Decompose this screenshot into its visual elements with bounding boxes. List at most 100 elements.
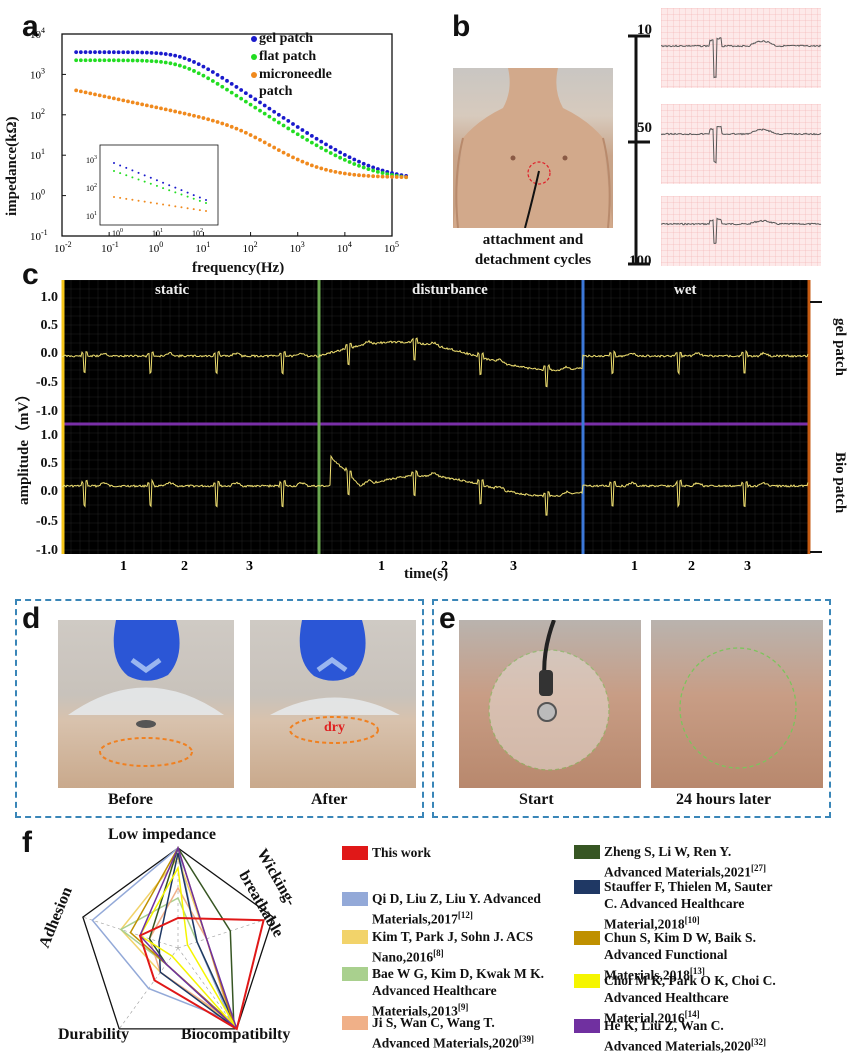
data-point	[342, 158, 347, 162]
legend-swatch	[574, 931, 600, 945]
ecg-time-tick: 2	[441, 559, 448, 574]
data-point	[243, 91, 248, 96]
data-point	[328, 151, 333, 155]
inset-point	[198, 199, 201, 202]
data-point	[305, 161, 310, 166]
data-point	[347, 172, 352, 177]
legend-entry: Qi D, Liu Z, Liu Y. Advanced Materials,20…	[372, 891, 541, 927]
legend-entry: Bae W G, Kim D, Kwak M K. Advanced Health…	[372, 966, 545, 1019]
legend-entry: Stauffer F, Thielen M, Sauter C. Advanced…	[604, 879, 773, 932]
legend-micro-label-2: patch	[259, 84, 293, 99]
data-point	[314, 143, 319, 148]
data-point	[130, 58, 135, 63]
inset-point	[155, 184, 158, 187]
legend-entry: Kim T, Park J, Sohn J. ACS Nano,2016[8]	[372, 929, 534, 965]
data-point	[168, 61, 173, 66]
inset-point	[131, 176, 134, 179]
inset-point	[192, 194, 195, 197]
data-point	[324, 148, 328, 153]
data-point	[187, 67, 192, 71]
xtick-label: 10-2	[54, 240, 72, 255]
data-point	[187, 58, 192, 62]
data-point	[121, 50, 126, 55]
inset-point	[113, 162, 115, 164]
radar-series	[138, 916, 265, 1031]
data-point	[206, 76, 211, 81]
data-point	[111, 58, 116, 63]
legend-entry: Chun S, Kim D W, Baik S. Advanced Functio…	[604, 930, 756, 983]
data-point	[93, 58, 97, 63]
inset-point	[143, 200, 146, 203]
data-point	[239, 88, 244, 92]
data-point	[300, 128, 305, 132]
data-point	[144, 58, 149, 63]
data-point	[140, 50, 145, 55]
data-point	[361, 173, 366, 178]
inset-point	[205, 210, 207, 212]
inset-point	[198, 209, 201, 212]
legend-swatch	[574, 974, 600, 988]
ecg-bottom-ytick: -1.0	[35, 543, 58, 558]
legend-entry: Ji S, Wan C, Wang T. Advanced Materials,2…	[372, 1015, 534, 1051]
ecg-bottom-ytick: 1.0	[40, 428, 59, 443]
data-point	[220, 75, 225, 80]
data-point	[371, 168, 376, 173]
radar-series	[158, 852, 238, 1030]
legend-swatch	[574, 1019, 600, 1033]
gel-patch-label: gel patch	[832, 318, 848, 376]
data-point	[78, 58, 83, 63]
after-caption: After	[311, 791, 348, 808]
data-point	[267, 106, 272, 111]
inset-point	[131, 169, 134, 172]
data-point	[267, 143, 272, 147]
inset-point	[168, 204, 171, 207]
data-point	[272, 117, 277, 122]
data-point	[173, 62, 178, 67]
data-point	[366, 174, 371, 178]
data-point	[206, 117, 211, 122]
legend-swatch	[342, 1016, 368, 1030]
inset-point	[174, 205, 177, 208]
inset-xtick: 101	[152, 228, 163, 238]
data-point	[97, 50, 102, 55]
data-point	[324, 167, 328, 172]
data-point	[182, 56, 187, 61]
cycle-bracket	[628, 34, 650, 266]
inset-point	[205, 199, 207, 201]
data-point	[281, 123, 286, 128]
legend-swatch	[574, 845, 600, 859]
section-disturbance: disturbance	[412, 282, 488, 298]
legend-micro-dot	[247, 68, 262, 83]
data-point	[380, 171, 385, 175]
data-point	[305, 131, 310, 135]
data-point	[239, 128, 244, 133]
inset-point	[174, 186, 177, 189]
inset-xtick: 102	[192, 228, 203, 238]
data-point	[201, 64, 206, 69]
data-point	[328, 145, 333, 150]
inset-point	[155, 202, 158, 205]
data-point	[357, 159, 361, 164]
radar-series	[138, 865, 238, 1030]
data-point	[177, 63, 182, 68]
data-point	[276, 112, 281, 117]
data-point	[380, 174, 385, 179]
after-photo	[250, 620, 416, 788]
data-point	[314, 136, 319, 141]
data-point	[144, 50, 149, 55]
data-point	[102, 50, 107, 55]
data-point	[215, 72, 220, 77]
panel-f-label: f	[22, 826, 32, 859]
data-point	[107, 50, 112, 55]
inset-xtick: 100	[112, 228, 123, 238]
data-point	[357, 173, 361, 178]
data-point	[215, 120, 220, 124]
data-point	[187, 112, 192, 117]
later-photo	[651, 620, 823, 788]
inset-point	[113, 196, 115, 198]
panel-e-label: e	[439, 602, 456, 635]
cycle-100: 100	[629, 253, 652, 269]
data-point	[347, 160, 352, 164]
inset-point	[125, 174, 128, 177]
xtick-label: 10-1	[101, 240, 119, 255]
